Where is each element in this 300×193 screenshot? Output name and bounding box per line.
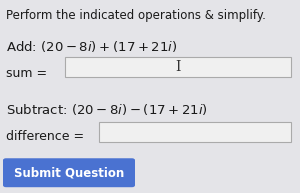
Text: Add: $(20 - 8i) + (17 + 21i)$: Add: $(20 - 8i) + (17 + 21i)$ <box>6 39 177 54</box>
FancyBboxPatch shape <box>64 57 291 77</box>
Text: Submit Question: Submit Question <box>14 166 124 179</box>
Text: Subtract: $(20 - 8i) - (17 + 21i)$: Subtract: $(20 - 8i) - (17 + 21i)$ <box>6 102 208 117</box>
Text: Perform the indicated operations & simplify.: Perform the indicated operations & simpl… <box>6 9 266 22</box>
FancyBboxPatch shape <box>3 158 135 187</box>
FancyBboxPatch shape <box>99 122 291 142</box>
Text: I: I <box>175 60 180 74</box>
Text: difference =: difference = <box>6 130 84 143</box>
Text: sum =: sum = <box>6 67 47 80</box>
